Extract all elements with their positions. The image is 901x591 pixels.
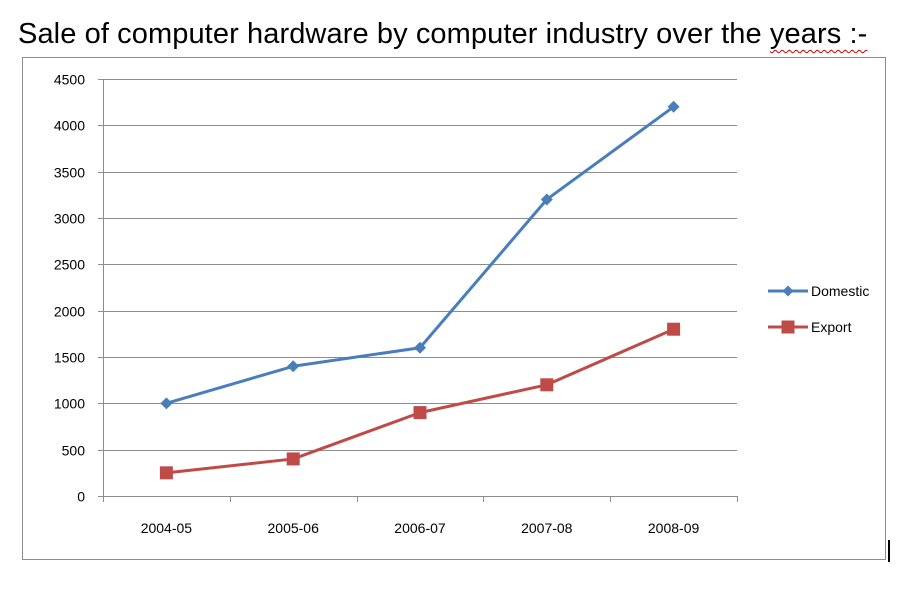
legend-label-export: Export xyxy=(811,319,852,335)
y-tick-label: 2500 xyxy=(54,257,85,273)
y-tick-label: 0 xyxy=(77,489,85,505)
x-tick-label: 2007-08 xyxy=(521,520,573,536)
data-point-export xyxy=(667,322,681,336)
series-line-domestic xyxy=(165,105,675,405)
y-tick-label: 1000 xyxy=(54,396,85,412)
data-point-export xyxy=(413,406,427,420)
x-tick-label: 2006-07 xyxy=(394,520,446,536)
data-point-domestic xyxy=(540,193,553,206)
title-main: Sale of computer hardware by computer in… xyxy=(18,18,770,50)
x-tick-label: 2004-05 xyxy=(141,520,193,536)
y-tick-label: 3500 xyxy=(54,165,85,181)
y-tick-label: 500 xyxy=(62,443,86,459)
data-point-domestic xyxy=(160,397,173,410)
y-tick-label: 4000 xyxy=(54,118,85,134)
x-tick-label: 2005-06 xyxy=(268,520,320,536)
data-point-export xyxy=(540,378,554,392)
page-title: Sale of computer hardware by computer in… xyxy=(18,18,867,51)
text-cursor xyxy=(888,540,890,562)
data-point-export xyxy=(159,466,173,480)
legend-marker-domestic xyxy=(782,285,794,297)
data-point-export xyxy=(286,452,300,466)
y-tick-label: 1500 xyxy=(54,350,85,366)
data-point-domestic xyxy=(287,360,300,373)
y-tick-label: 3000 xyxy=(54,211,85,227)
title-end: years :- xyxy=(769,18,868,50)
legend-marker-export xyxy=(781,320,795,334)
legend-label-domestic: Domestic xyxy=(811,283,869,299)
data-point-domestic xyxy=(667,100,680,113)
x-tick-label: 2008-09 xyxy=(648,520,700,536)
y-tick-label: 2000 xyxy=(54,304,85,320)
y-tick-label: 4500 xyxy=(54,72,85,88)
data-point-domestic xyxy=(414,341,426,354)
